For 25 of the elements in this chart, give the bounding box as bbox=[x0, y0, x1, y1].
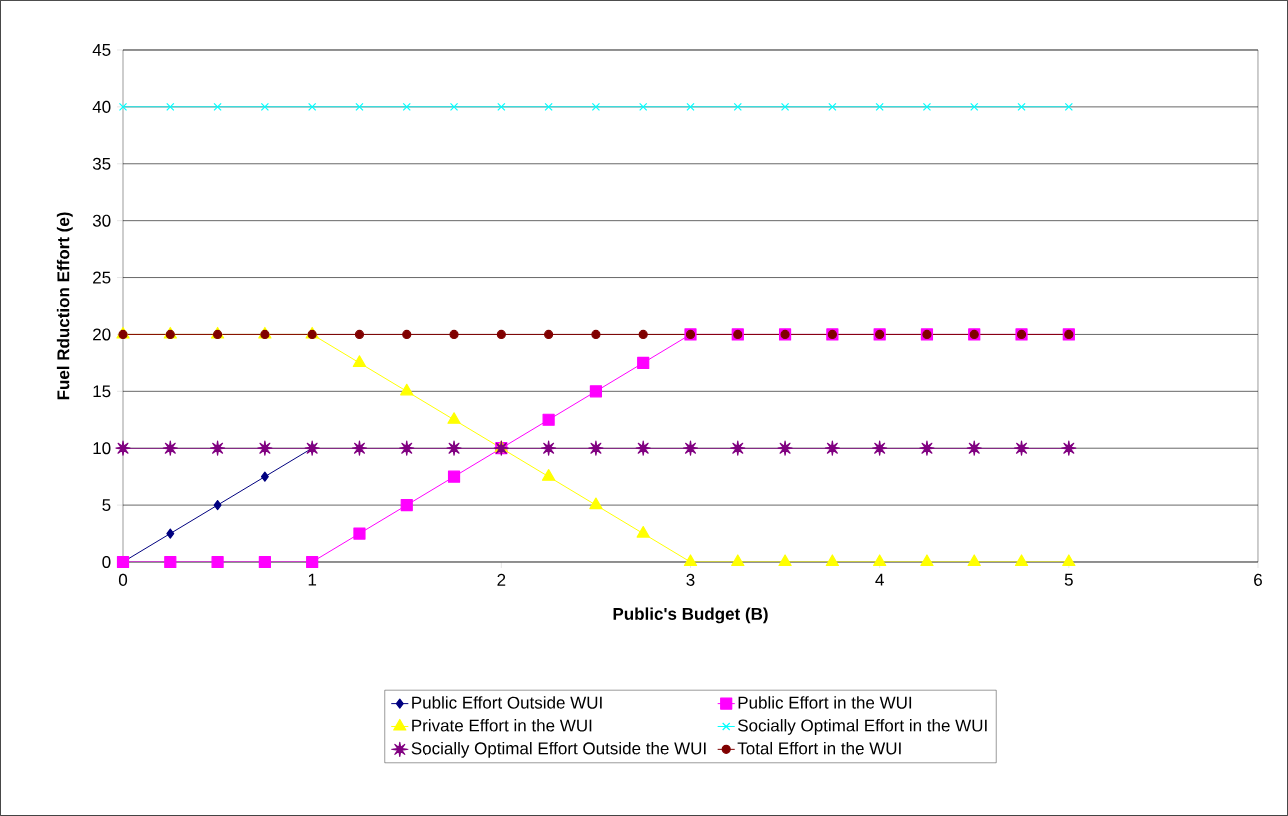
y-tick-label: 15 bbox=[93, 385, 111, 398]
x-tick-label: 2 bbox=[497, 573, 506, 586]
legend-label: Public Effort Outside WUI bbox=[412, 696, 602, 709]
y-tick-label: 25 bbox=[93, 271, 111, 284]
legend-label: Socially Optimal Effort Outside the WUI bbox=[411, 741, 706, 758]
legend-label: Total Effort in the WUI bbox=[737, 741, 901, 755]
legend-label: Public Effort in the WUI bbox=[738, 696, 912, 709]
y-tick-label: 35 bbox=[92, 157, 111, 170]
x-tick-label: 3 bbox=[686, 573, 695, 586]
legend-label: Socially Optimal Effort in the WUI bbox=[738, 719, 987, 735]
x-tick-label: 1 bbox=[308, 573, 317, 586]
legend-label: Private Effort in the WUI bbox=[412, 719, 592, 732]
y-tick-label: 45 bbox=[92, 44, 111, 56]
y-tick-label: 5 bbox=[102, 499, 111, 512]
y-tick-label: 20 bbox=[93, 328, 111, 341]
y-tick-label: 0 bbox=[102, 555, 111, 569]
y-tick-label: 30 bbox=[92, 214, 111, 227]
x-tick-label: 5 bbox=[1064, 573, 1073, 586]
x-tick-label: 4 bbox=[875, 573, 884, 586]
x-axis-title: Public's Budget (B) bbox=[613, 607, 768, 624]
y-axis-title: Fuel Rduction Effort (e) bbox=[56, 212, 73, 400]
y-tick-label: 40 bbox=[92, 100, 111, 113]
x-tick-label: 6 bbox=[1254, 573, 1262, 586]
x-tick-label: 0 bbox=[118, 573, 128, 586]
y-tick-label: 10 bbox=[93, 442, 111, 455]
